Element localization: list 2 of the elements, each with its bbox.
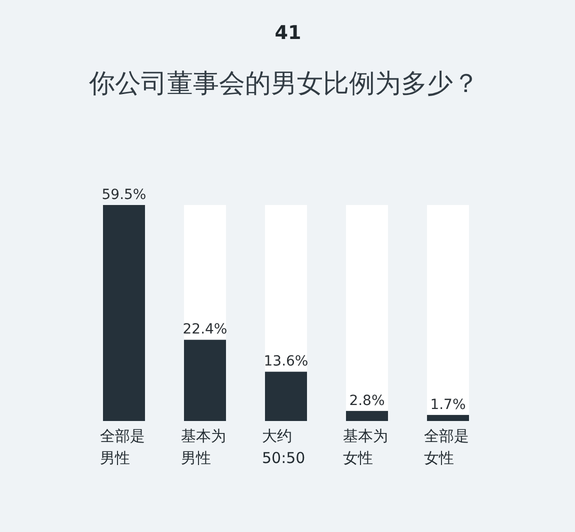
title: 你公司董事会的男女比例为多少？ (89, 69, 479, 99)
annotation: 41 (274, 22, 302, 44)
